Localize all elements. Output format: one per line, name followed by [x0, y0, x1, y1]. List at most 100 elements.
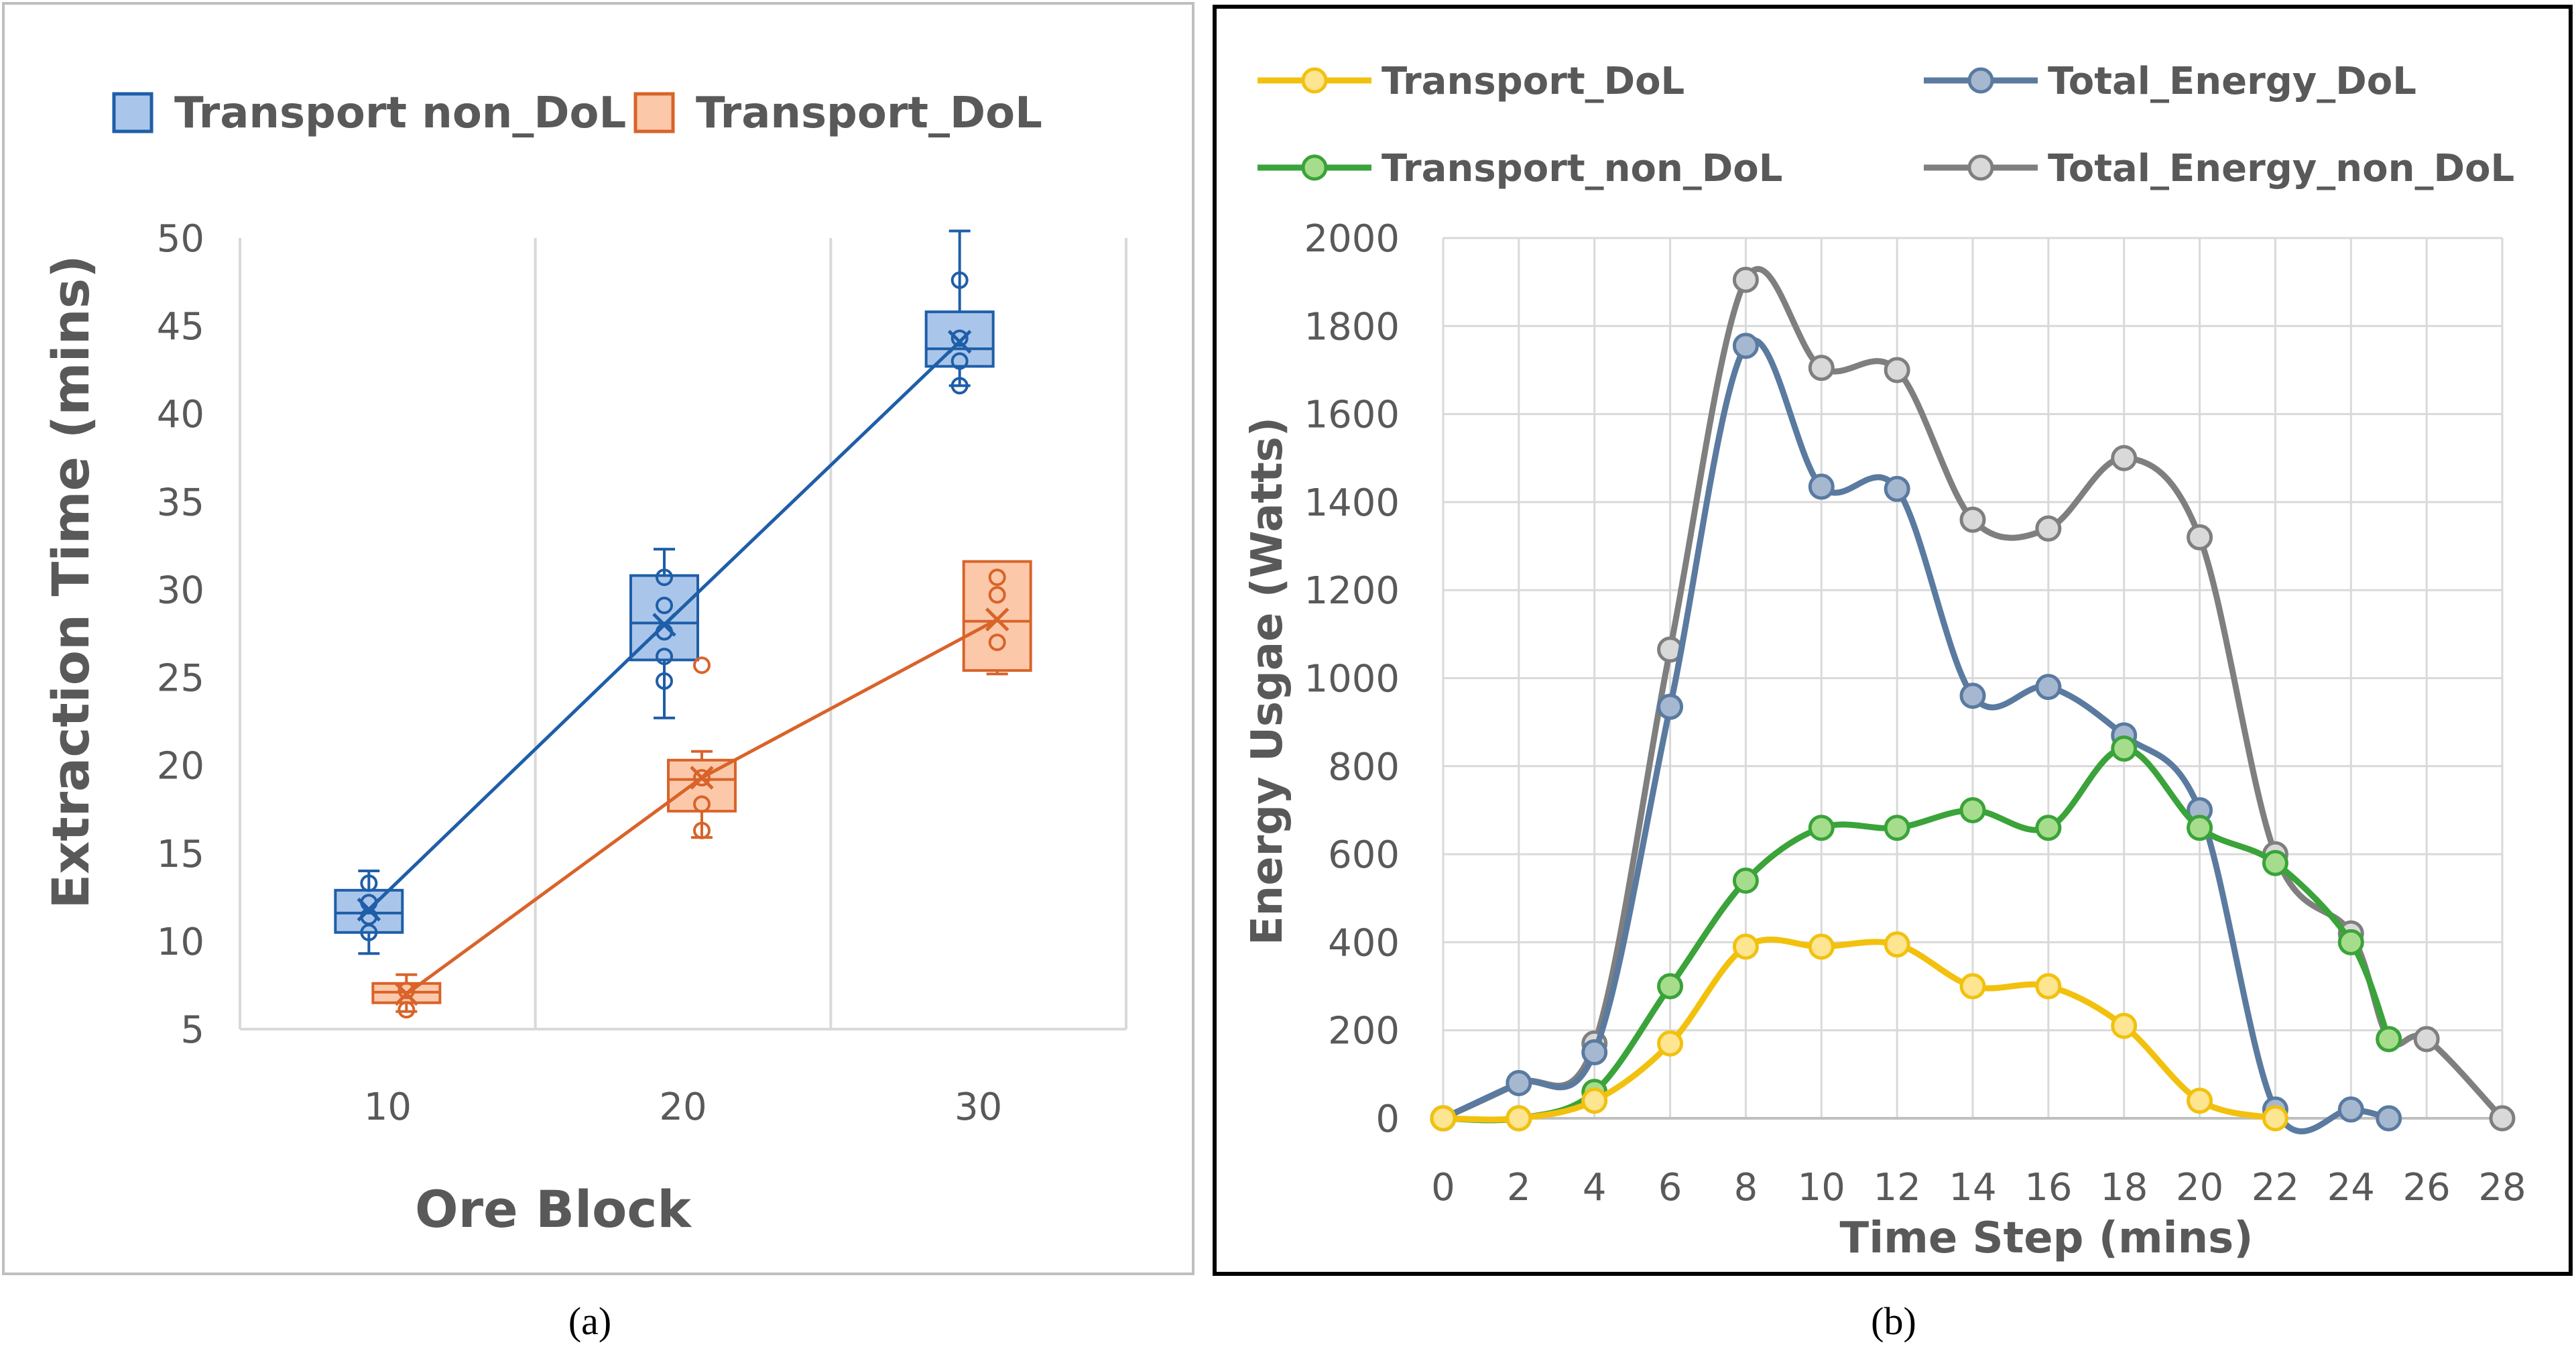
legend-label: Transport_DoL [696, 88, 1042, 138]
data-point [1506, 1069, 1532, 1096]
y-tick-label: 30 [157, 569, 204, 612]
data-point [2111, 1012, 2138, 1039]
data-point [2376, 1026, 2402, 1053]
mean-marker [985, 607, 1009, 632]
legend-swatch [633, 92, 675, 133]
panel-a-legend: Transport non_DoL Transport_DoL [112, 88, 1042, 138]
panel-a-axes: 5 10 15 20 25 30 35 40 45 50 10 20 30 [157, 217, 1126, 1129]
data-point [656, 597, 673, 615]
panel-a-grid [534, 238, 1127, 1029]
legend-label: Transport non_DoL [174, 88, 626, 138]
data-point [1732, 266, 1759, 293]
data-point [1506, 1105, 1532, 1132]
x-tick-label: 0 [1431, 1166, 1455, 1209]
data-point [1657, 1030, 1684, 1057]
legend-marker [1301, 67, 1328, 94]
x-tick-label: 28 [2478, 1166, 2526, 1209]
data-point [693, 769, 711, 787]
x-tick-label: 14 [1949, 1166, 1996, 1209]
data-point [656, 569, 673, 587]
data-point [1808, 473, 1835, 500]
data-point [2035, 515, 2062, 542]
data-point [1959, 683, 1986, 709]
series-transport-dol [1430, 931, 2288, 1132]
x-tick-label: 2 [1507, 1166, 1531, 1209]
box [962, 560, 1032, 672]
data-point [693, 795, 711, 813]
data-point [1884, 931, 1910, 958]
data-point [1808, 815, 1835, 841]
y-tick-label: 1000 [1304, 658, 1400, 701]
data-point [1732, 933, 1759, 960]
legend-label: Total_Energy_non_DoL [2048, 147, 2514, 190]
y-tick-label: 2000 [1304, 217, 1400, 261]
y-tick-label: 50 [157, 217, 204, 261]
data-point [656, 672, 673, 690]
data-point [2111, 735, 2138, 762]
data-point [2187, 815, 2213, 841]
y-tick-label: 1400 [1304, 481, 1400, 525]
y-tick-label: 200 [1328, 1010, 1400, 1053]
data-point [1884, 357, 1910, 383]
data-point [1732, 333, 1759, 359]
legend-swatch [112, 92, 154, 133]
x-tick-label: 18 [2100, 1166, 2148, 1209]
x-tick-label: 24 [2327, 1166, 2375, 1209]
x-tick-label: 6 [1658, 1166, 1682, 1209]
mean-trendline [367, 340, 961, 911]
data-point [2489, 1105, 2516, 1132]
panel-b-frame [1213, 5, 2573, 1276]
legend-label: Transport_non_DoL [1382, 147, 1782, 190]
legend-label: Transport_DoL [1382, 60, 1684, 103]
data-point [2035, 674, 2062, 701]
panel-b-grid [1442, 237, 2504, 1120]
y-tick-label: 40 [157, 393, 204, 436]
data-point [1884, 475, 1910, 502]
x-tick-label: 8 [1734, 1166, 1758, 1209]
y-tick-label: 25 [157, 657, 204, 701]
y-tick-label: 35 [157, 481, 204, 524]
y-tick-label: 600 [1328, 833, 1400, 877]
y-tick-label: 45 [157, 305, 204, 349]
data-point [1581, 1039, 1608, 1066]
mean-trendline [405, 617, 998, 996]
data-point [1732, 867, 1759, 894]
x-tick-label: 4 [1583, 1166, 1607, 1209]
y-tick-label: 400 [1328, 921, 1400, 965]
data-point [2413, 1026, 2440, 1053]
x-tick-label: 10 [1798, 1166, 1845, 1209]
x-tick-label: 20 [659, 1085, 707, 1129]
data-point [1581, 1087, 1608, 1114]
data-point [950, 329, 969, 347]
panel-b-xlabel: Time Step (mins) [1840, 1214, 2254, 1263]
data-point [693, 656, 711, 674]
y-tick-label: 1200 [1304, 569, 1400, 613]
legend-marker [1967, 154, 1994, 181]
data-point [360, 874, 378, 892]
y-tick-label: 0 [1375, 1098, 1400, 1141]
data-point [2337, 1096, 2364, 1123]
panel-b-ylabel: Energy Usgae (Watts) [1243, 417, 1292, 945]
data-point [1959, 973, 1986, 1000]
data-point [1959, 796, 1986, 823]
x-tick-label: 10 [364, 1085, 412, 1129]
data-point [1808, 355, 1835, 381]
panel-a-xlabel: Ore Block [415, 1179, 692, 1239]
y-tick-label: 10 [157, 921, 204, 964]
panel-a-box-chart: 5 10 15 20 25 30 35 40 45 50 10 20 30 Transport non_… [2, 2, 1194, 1275]
panel-a-marks [334, 229, 1032, 1019]
y-tick-label: 800 [1328, 746, 1400, 789]
panel-b-marks [1430, 265, 2516, 1134]
data-point [950, 377, 969, 395]
data-point [988, 569, 1006, 587]
y-tick-label: 5 [180, 1008, 204, 1052]
legend-marker [1967, 67, 1994, 94]
data-point [950, 352, 969, 370]
data-point [693, 821, 711, 839]
data-point [1959, 506, 1986, 533]
data-point [2337, 929, 2364, 955]
series-transport-dol [371, 560, 1032, 1019]
legend-label: Total_Energy_DoL [2048, 60, 2416, 103]
panel-a-caption: (a) [568, 1299, 611, 1343]
